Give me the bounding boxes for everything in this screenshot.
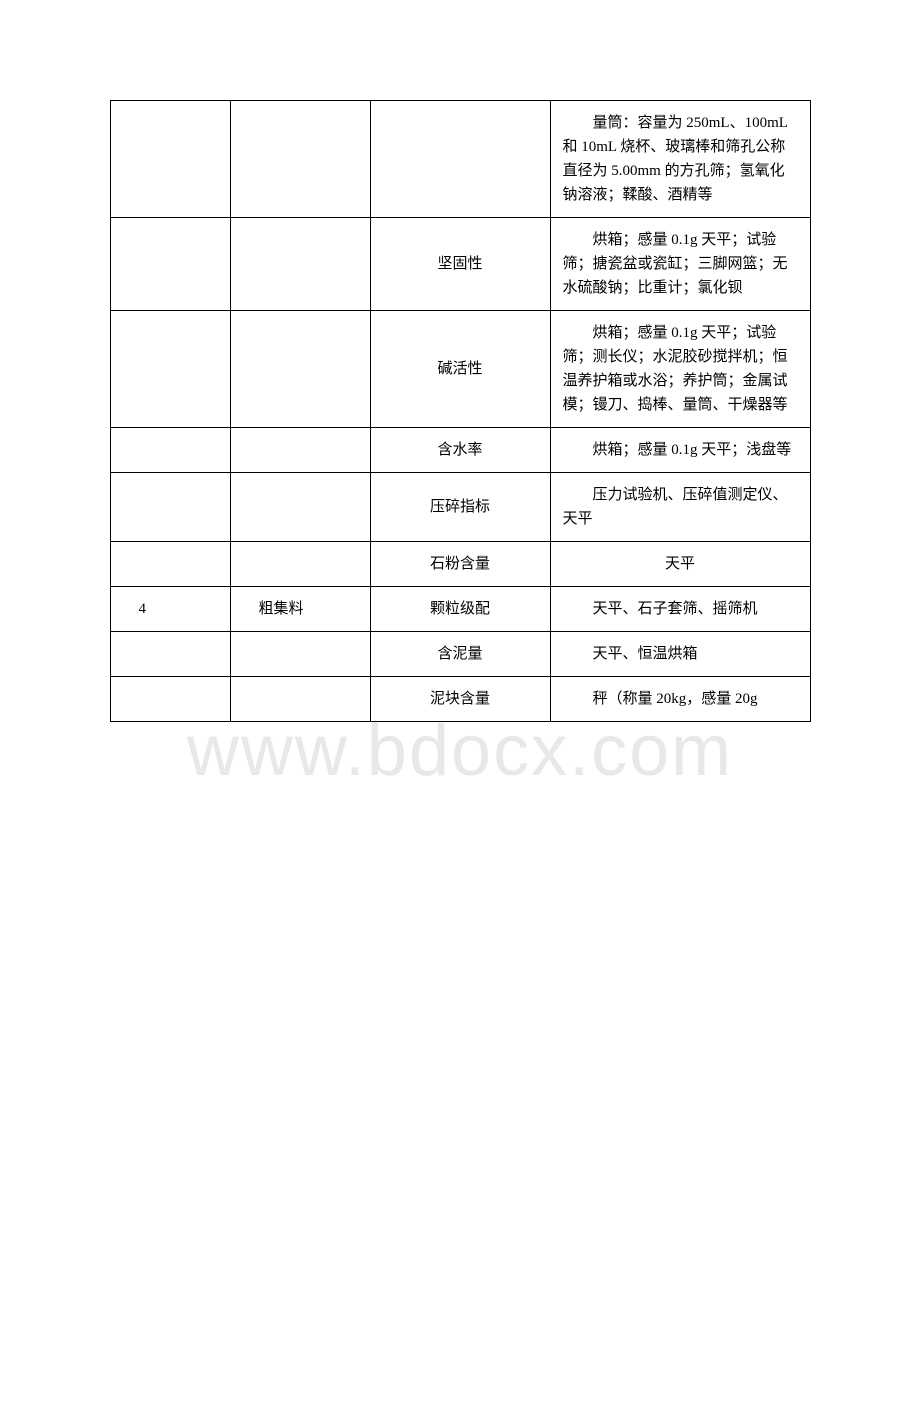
- table-row: 泥块含量 秤（称量 20kg，感量 20g: [110, 677, 810, 722]
- table-row: 量筒：容量为 250mL、100mL 和 10mL 烧杯、玻璃棒和筛孔公称直径为…: [110, 101, 810, 218]
- table-row: 4 粗集料 颗粒级配 天平、石子套筛、摇筛机: [110, 587, 810, 632]
- cell-index: [110, 311, 230, 428]
- cell-index: [110, 542, 230, 587]
- cell-material: [230, 473, 370, 542]
- cell-material: [230, 428, 370, 473]
- table-row: 坚固性 烘箱；感量 0.1g 天平；试验筛；搪瓷盆或瓷缸；三脚网篮；无水硫酸钠；…: [110, 218, 810, 311]
- cell-test: 碱活性: [370, 311, 550, 428]
- cell-index: [110, 473, 230, 542]
- cell-test: 含泥量: [370, 632, 550, 677]
- cell-equipment: 量筒：容量为 250mL、100mL 和 10mL 烧杯、玻璃棒和筛孔公称直径为…: [550, 101, 810, 218]
- cell-material: [230, 632, 370, 677]
- cell-material: 粗集料: [230, 587, 370, 632]
- cell-index: [110, 101, 230, 218]
- cell-test: [370, 101, 550, 218]
- cell-test: 含水率: [370, 428, 550, 473]
- cell-index: [110, 428, 230, 473]
- table-row: 压碎指标 压力试验机、压碎值测定仪、天平: [110, 473, 810, 542]
- cell-equipment: 烘箱；感量 0.1g 天平；浅盘等: [550, 428, 810, 473]
- cell-equipment: 烘箱；感量 0.1g 天平；试验筛；测长仪；水泥胶砂搅拌机；恒温养护箱或水浴；养…: [550, 311, 810, 428]
- equipment-table: 量筒：容量为 250mL、100mL 和 10mL 烧杯、玻璃棒和筛孔公称直径为…: [110, 100, 811, 722]
- cell-equipment: 天平、恒温烘箱: [550, 632, 810, 677]
- cell-test: 颗粒级配: [370, 587, 550, 632]
- table-row: 石粉含量 天平: [110, 542, 810, 587]
- cell-index: [110, 218, 230, 311]
- table-row: 含水率 烘箱；感量 0.1g 天平；浅盘等: [110, 428, 810, 473]
- cell-index: [110, 632, 230, 677]
- cell-equipment: 烘箱；感量 0.1g 天平；试验筛；搪瓷盆或瓷缸；三脚网篮；无水硫酸钠；比重计；…: [550, 218, 810, 311]
- cell-equipment: 天平、石子套筛、摇筛机: [550, 587, 810, 632]
- cell-equipment: 秤（称量 20kg，感量 20g: [550, 677, 810, 722]
- cell-material: [230, 218, 370, 311]
- watermark-text: www.bdocx.com: [187, 710, 733, 792]
- cell-index: [110, 677, 230, 722]
- cell-equipment: 压力试验机、压碎值测定仪、天平: [550, 473, 810, 542]
- cell-equipment: 天平: [550, 542, 810, 587]
- table-row: 碱活性 烘箱；感量 0.1g 天平；试验筛；测长仪；水泥胶砂搅拌机；恒温养护箱或…: [110, 311, 810, 428]
- cell-material: [230, 677, 370, 722]
- cell-test: 坚固性: [370, 218, 550, 311]
- cell-material: [230, 311, 370, 428]
- cell-material: [230, 101, 370, 218]
- table-row: 含泥量 天平、恒温烘箱: [110, 632, 810, 677]
- cell-test: 泥块含量: [370, 677, 550, 722]
- cell-test: 压碎指标: [370, 473, 550, 542]
- cell-material: [230, 542, 370, 587]
- cell-test: 石粉含量: [370, 542, 550, 587]
- cell-index: 4: [110, 587, 230, 632]
